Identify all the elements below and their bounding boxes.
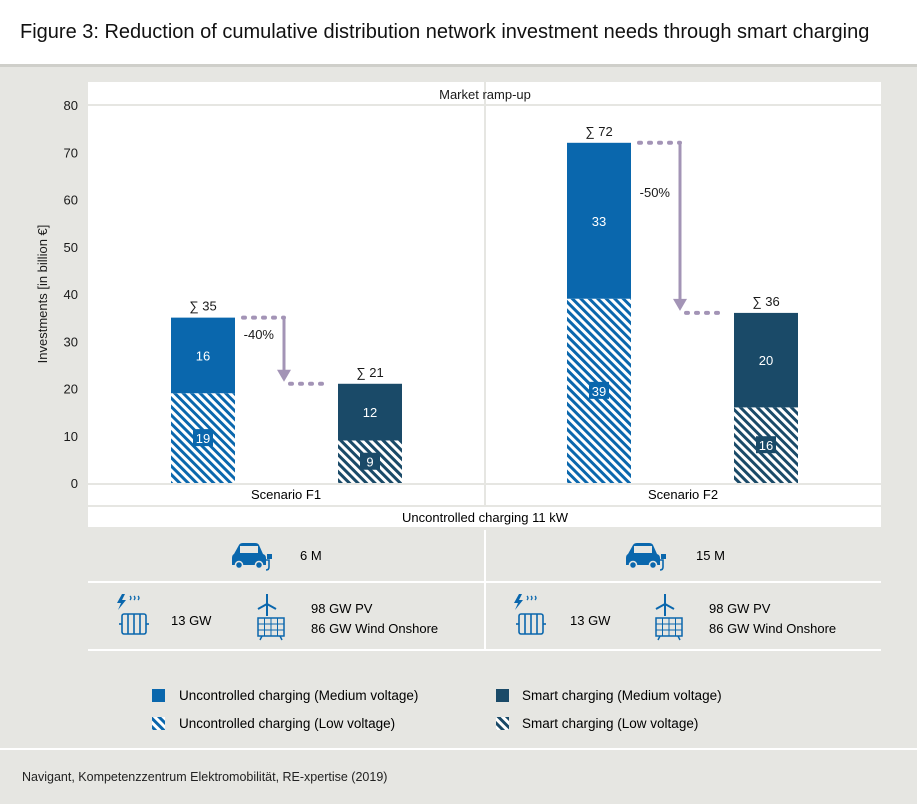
vehicles-f1: 6 M [300,548,322,563]
vehicles-f2: 15 M [696,548,725,563]
legend-label-smart-lv: Smart charging (Low voltage) [522,716,698,731]
legend-label-smart-mv: Smart charging (Medium voltage) [522,688,722,703]
bar-total-label: ∑ 72 [585,124,612,139]
wind-f1: 86 GW Wind Onshore [311,621,438,636]
legend-label-uncontrolled-lv: Uncontrolled charging (Low voltage) [179,716,395,731]
y-tick-label: 0 [71,476,78,491]
scenario-label-f1: Scenario F1 [251,487,321,502]
bar-total-label: ∑ 21 [356,365,383,380]
data-label-low-voltage: 19 [196,431,210,446]
panel-header: Market ramp-up [439,87,531,102]
data-label-backdrop [589,381,609,399]
data-label-backdrop [756,436,776,454]
row-header-strip [88,507,881,527]
chart-canvas: Market ramp-up Investments [in billion €… [35,82,881,731]
legend-swatch-uncontrolled-mv [152,689,165,702]
electric-car-icon [232,543,272,571]
legend-label-uncontrolled-mv: Uncontrolled charging (Medium voltage) [179,688,418,703]
y-axis-ticks: 0 10 20 30 40 50 60 70 80 [64,98,78,491]
y-tick-label: 40 [64,287,78,302]
source-footer: Navigant, Kompetenzzentrum Elektromobili… [0,748,917,804]
reduction-arrow-head [673,298,687,311]
heat-pump-icon [514,594,546,635]
legend-swatch-uncontrolled-lv [152,717,165,730]
bar-total-label: ∑ 36 [752,294,779,309]
data-label-medium-voltage: 33 [592,214,606,229]
figure-title-bar: Figure 3: Reduction of cumulative distri… [0,0,917,67]
data-label-backdrop [193,429,213,447]
bar-total-label: ∑ 35 [189,299,216,314]
row-header: Uncontrolled charging 11 kW [402,510,569,525]
data-label-low-voltage: 9 [366,455,373,470]
figure-title: Figure 3: Reduction of cumulative distri… [20,21,870,43]
data-label-backdrop [360,452,380,470]
reduction-arrow-head [277,369,291,382]
bar-medium-voltage [171,317,235,394]
data-label-medium-voltage: 20 [759,353,773,368]
heat-f1: 13 GW [171,613,212,628]
legend-swatch-smart-lv [496,717,509,730]
data-label-low-voltage: 16 [759,438,773,453]
bars-layer: 16 19 ∑ 35 12 9 ∑ 21 -40% 33 39 ∑ 72 20 16 ∑ 36 -50% [171,124,798,483]
y-tick-label: 20 [64,382,78,397]
y-tick-label: 30 [64,334,78,349]
data-label-low-voltage: 39 [592,384,606,399]
scenario-f2-info: 15 M 13 GW 98 GW PV 86 GW Wind Onshore [514,543,836,641]
electric-car-icon [626,543,666,571]
wind-solar-icon [257,594,285,641]
bar-medium-voltage [567,142,631,299]
source-text: Navigant, Kompetenzzentrum Elektromobili… [22,770,388,784]
reduction-label: -40% [244,327,275,342]
y-tick-label: 10 [64,429,78,444]
legend: Uncontrolled charging (Medium voltage) S… [152,688,722,731]
wind-solar-icon [655,594,683,641]
y-tick-label: 80 [64,98,78,113]
pv-f1: 98 GW PV [311,601,373,616]
bar-medium-voltage [734,312,798,408]
data-label-medium-voltage: 12 [363,405,377,420]
heat-pump-icon [117,594,149,635]
y-axis-title: Investments [in billion €] [35,225,50,364]
scenario-f1-info: 6 M 13 GW 98 GW PV 86 GW Wind Onshore [117,543,438,641]
wind-f2: 86 GW Wind Onshore [709,621,836,636]
scenario-label-f2: Scenario F2 [648,487,718,502]
legend-swatch-smart-mv [496,689,509,702]
data-label-medium-voltage: 16 [196,348,210,363]
y-tick-label: 60 [64,193,78,208]
reduction-label: -50% [640,185,671,200]
pv-f2: 98 GW PV [709,601,771,616]
heat-f2: 13 GW [570,613,611,628]
y-tick-label: 70 [64,145,78,160]
bar-medium-voltage [338,383,402,441]
y-tick-label: 50 [64,240,78,255]
